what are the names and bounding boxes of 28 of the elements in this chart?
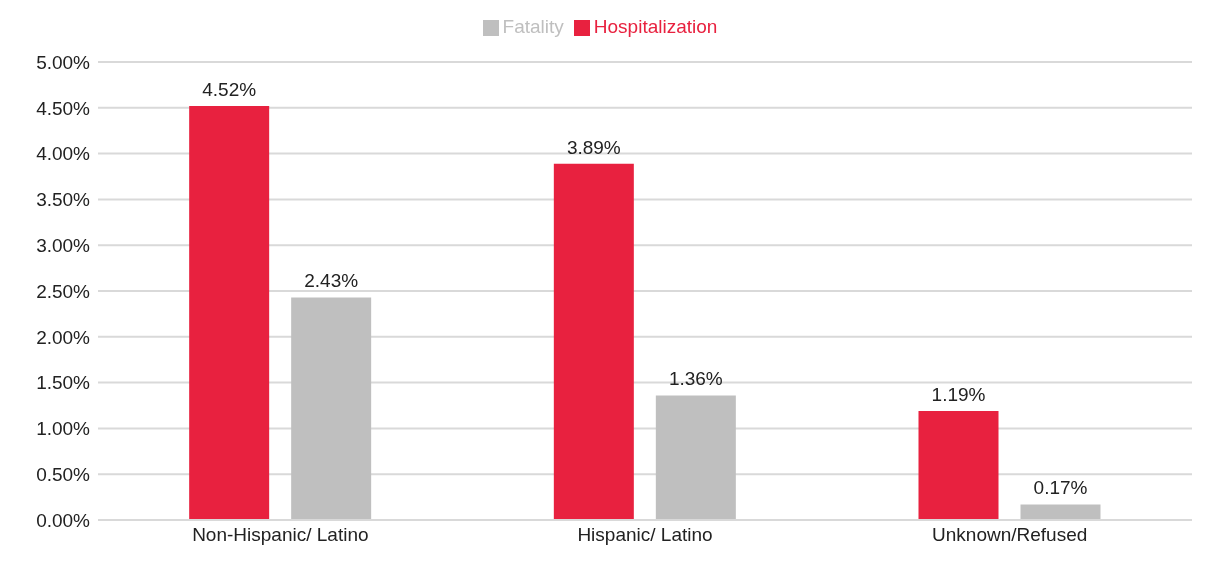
y-tick-label: 0.50%: [36, 463, 91, 485]
data-label: 0.17%: [1033, 477, 1088, 499]
y-tick-label: 2.50%: [36, 280, 91, 302]
data-label: 1.19%: [931, 384, 986, 405]
x-tick-label: Hispanic/ Latino: [577, 524, 713, 546]
y-tick-label: 3.00%: [36, 234, 91, 256]
data-label: 4.52%: [202, 78, 257, 100]
bar: [655, 395, 736, 520]
legend-label: Fatality: [502, 16, 564, 37]
y-tick-label: 1.00%: [36, 418, 91, 440]
data-label: 2.43%: [304, 270, 359, 292]
legend-label: Hospitalization: [593, 16, 718, 37]
y-tick-label: 1.50%: [36, 372, 91, 394]
y-tick-label: 2.00%: [36, 326, 91, 348]
y-tick-label: 0.00%: [36, 509, 91, 531]
y-tick-label: 4.50%: [36, 97, 91, 119]
bar: [291, 297, 372, 520]
y-tick-label: 3.50%: [36, 189, 91, 211]
bar: [553, 163, 634, 520]
bar: [918, 411, 999, 520]
data-label: 3.89%: [566, 136, 621, 158]
data-label: 1.36%: [668, 368, 723, 390]
bar: [189, 105, 270, 520]
x-tick-label: Non-Hispanic/ Latino: [192, 524, 369, 546]
y-tick-label: 5.00%: [36, 51, 91, 73]
x-tick-label: Unknown/Refused: [932, 524, 1088, 546]
y-tick-label: 4.00%: [36, 143, 91, 165]
bar: [1020, 504, 1101, 520]
